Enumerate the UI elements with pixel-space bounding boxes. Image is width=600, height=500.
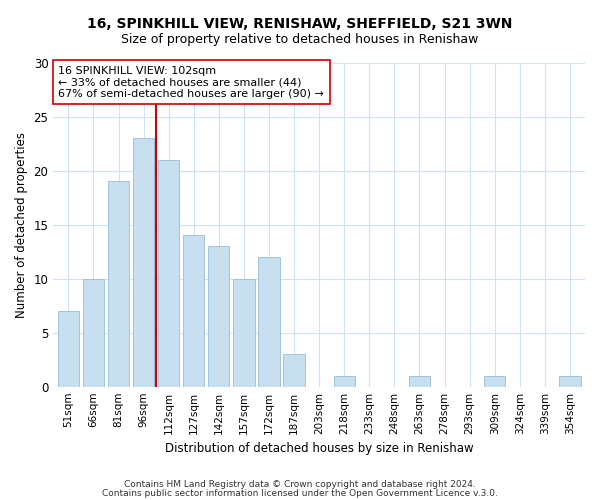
Bar (484, 376, 505, 386)
Text: 16 SPINKHILL VIEW: 102sqm
← 33% of detached houses are smaller (44)
67% of semi-: 16 SPINKHILL VIEW: 102sqm ← 33% of detac… (58, 66, 324, 99)
Bar (158, 160, 179, 386)
Bar (108, 182, 129, 386)
Bar (233, 278, 254, 386)
Bar (559, 376, 581, 386)
Text: 16, SPINKHILL VIEW, RENISHAW, SHEFFIELD, S21 3WN: 16, SPINKHILL VIEW, RENISHAW, SHEFFIELD,… (88, 18, 512, 32)
Text: Size of property relative to detached houses in Renishaw: Size of property relative to detached ho… (121, 32, 479, 46)
Bar (208, 246, 229, 386)
Text: Contains HM Land Registry data © Crown copyright and database right 2024.: Contains HM Land Registry data © Crown c… (124, 480, 476, 489)
Bar (133, 138, 154, 386)
Bar (183, 236, 205, 386)
X-axis label: Distribution of detached houses by size in Renishaw: Distribution of detached houses by size … (165, 442, 473, 455)
Text: Contains public sector information licensed under the Open Government Licence v.: Contains public sector information licen… (102, 488, 498, 498)
Bar (58, 311, 79, 386)
Bar (259, 257, 280, 386)
Bar (83, 278, 104, 386)
Bar (283, 354, 305, 386)
Bar (409, 376, 430, 386)
Bar (334, 376, 355, 386)
Y-axis label: Number of detached properties: Number of detached properties (15, 132, 28, 318)
